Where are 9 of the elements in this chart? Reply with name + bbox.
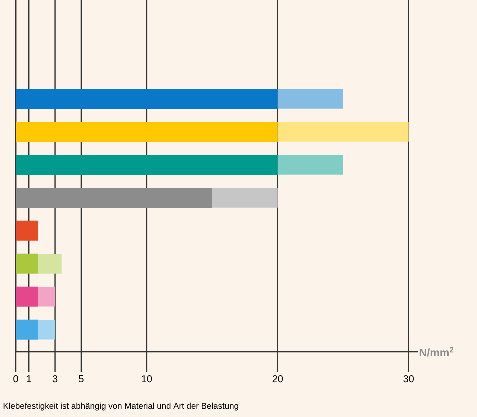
x-tick-label: 3 — [52, 376, 58, 383]
x-tick-label: 0 — [14, 376, 18, 383]
x-axis-title: N/mm$^{2}$ — [420, 347, 454, 357]
x-tick-label: 1 — [27, 376, 32, 382]
x-tick-label: 10 — [142, 376, 152, 383]
x-tick-label: 5 — [79, 376, 84, 382]
x-tick-label: 30 — [404, 376, 414, 383]
text: Klebefestigkeit ist abhängig von Material und Art der Belastung — [4, 402, 238, 411]
x-tick-label: 20 — [272, 376, 284, 383]
